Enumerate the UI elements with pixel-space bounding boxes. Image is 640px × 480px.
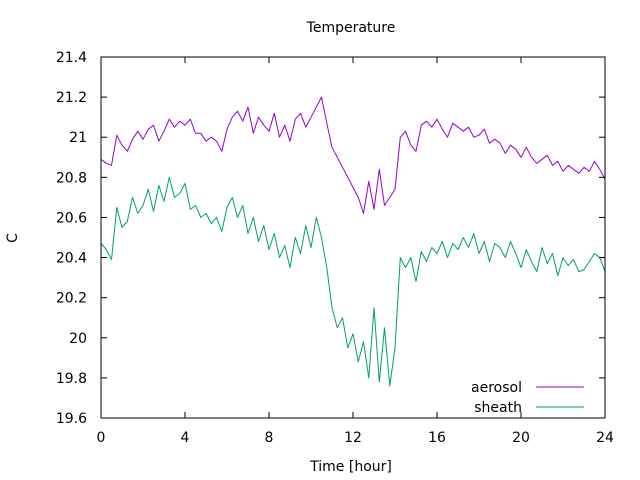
y-tick-label: 20	[69, 331, 87, 347]
y-tick-label: 21.2	[56, 90, 87, 106]
chart-title: Temperature	[306, 20, 396, 36]
y-axis-title: C	[5, 233, 21, 243]
x-tick-label: 16	[428, 430, 446, 446]
y-tick-label: 20.4	[56, 251, 87, 267]
y-tick-label: 20.2	[56, 291, 87, 307]
legend-label-sheath: sheath	[474, 400, 522, 416]
x-tick-label: 20	[512, 430, 530, 446]
y-axis: 19.6 19.8 20 20.2 20.4 20.6 20.8 21 21.2 21.4	[56, 50, 605, 427]
x-tick-label: 12	[344, 430, 362, 446]
y-tick-label: 20.8	[56, 170, 87, 186]
series-line-sheath	[100, 176, 606, 387]
y-tick-label: 21.4	[56, 50, 87, 66]
plot-frame	[100, 56, 606, 419]
legend-label-aerosol: aerosol	[471, 380, 522, 396]
x-tick-label: 4	[181, 430, 190, 446]
legend: aerosol sheath	[471, 380, 584, 416]
x-tick-label: 24	[596, 430, 614, 446]
x-axis: 0 4 8 12 16 20 24	[97, 57, 614, 446]
y-tick-label: 19.8	[56, 371, 87, 387]
x-tick-label: 8	[265, 430, 274, 446]
series-line-aerosol	[100, 96, 606, 214]
y-tick-label: 20.6	[56, 210, 87, 226]
y-tick-label: 21	[69, 130, 87, 146]
x-axis-title: Time [hour]	[309, 459, 392, 475]
y-tick-label: 19.6	[56, 411, 87, 427]
x-tick-label: 0	[97, 430, 106, 446]
plot-lines	[100, 96, 606, 387]
